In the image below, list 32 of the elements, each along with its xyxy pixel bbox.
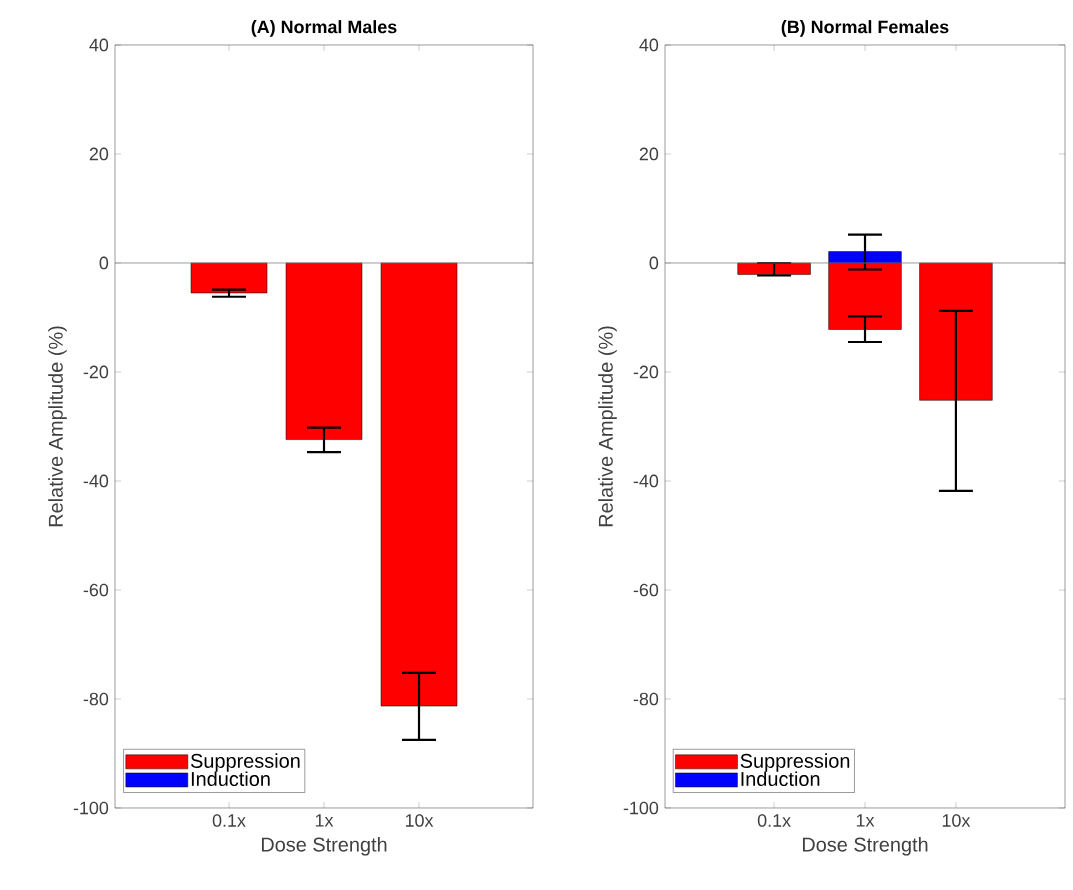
x-tick-label: 0.1x: [212, 814, 246, 827]
x-axis-title: Dose Strength: [802, 837, 928, 856]
y-tick-label: -100: [623, 801, 659, 815]
chart-title: (A) Normal Males: [251, 20, 397, 37]
y-tick-label: 20: [639, 147, 659, 161]
x-tick-label: 0.1x: [757, 814, 791, 827]
legend-label: Induction: [741, 771, 820, 787]
y-tick-label: -40: [83, 474, 109, 488]
x-tick-label: 10x: [942, 814, 971, 827]
x-tick-label: 1x: [856, 814, 875, 827]
legend-label: Suppression: [740, 753, 850, 772]
y-tick-label: -20: [633, 365, 659, 379]
x-tick-label: 10x: [405, 814, 434, 827]
y-axis-title: Relative Amplitude (%): [48, 326, 67, 527]
y-tick-label: 0: [649, 256, 659, 270]
y-axis-title: Relative Amplitude (%): [598, 326, 617, 527]
y-tick-label: -80: [633, 692, 659, 706]
y-tick-label: 20: [89, 147, 109, 161]
y-tick-label: 40: [639, 38, 659, 52]
y-tick-label: -40: [633, 474, 659, 488]
y-tick-label: -80: [83, 692, 109, 706]
chart-title: (B) Normal Females: [781, 20, 949, 37]
x-tick-label: 1x: [315, 814, 334, 827]
y-tick-label: -60: [83, 583, 109, 597]
y-tick-label: -100: [73, 801, 109, 815]
y-tick-label: 0: [99, 256, 109, 270]
legend-label: Suppression: [190, 753, 300, 772]
y-tick-label: -20: [83, 365, 109, 379]
y-tick-label: -60: [633, 583, 659, 597]
y-tick-label: 40: [89, 38, 109, 52]
legend-label: Induction: [191, 771, 270, 787]
x-axis-title: Dose Strength: [261, 837, 387, 856]
